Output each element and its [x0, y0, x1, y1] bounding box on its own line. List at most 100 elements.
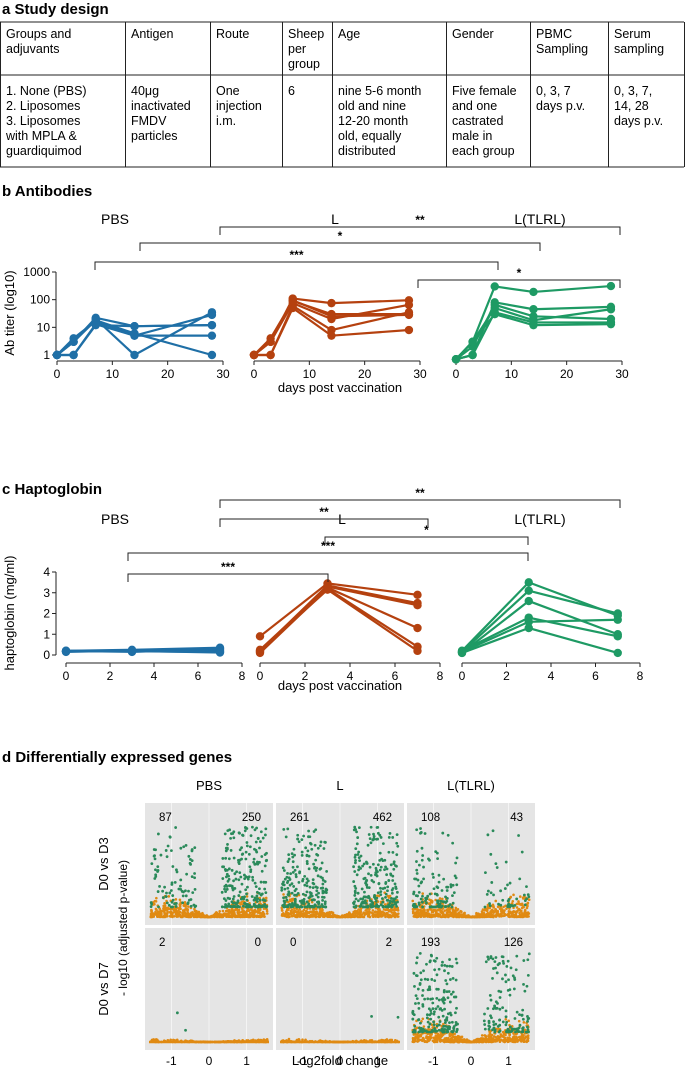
volcano-point	[474, 915, 478, 919]
volcano-sig-point	[393, 882, 397, 886]
data-point	[69, 350, 78, 360]
volcano-point	[289, 913, 293, 916]
volcano-sig-point	[425, 1013, 429, 1017]
volcano-sig-point	[257, 892, 261, 895]
volcano-sig-point	[320, 903, 324, 906]
volcano-sig-point	[486, 955, 490, 959]
volcano-sig-point	[526, 893, 530, 897]
table-cell-text: Five female	[452, 84, 517, 98]
volcano-sig-point	[369, 825, 373, 829]
volcano-point	[500, 912, 503, 916]
volcano-sig-point	[325, 869, 329, 873]
volcano-point	[175, 911, 178, 914]
significance-label: *	[338, 229, 343, 243]
volcano-point	[230, 913, 234, 917]
volcano-point	[217, 913, 221, 917]
volcano-column-title: L(TLRL)	[447, 778, 495, 793]
volcano-point	[447, 1036, 450, 1040]
x-tick-label: 30	[615, 367, 629, 381]
volcano-sig-point	[419, 827, 422, 830]
significance-label: *	[424, 523, 429, 537]
volcano-sig-point	[261, 836, 265, 840]
volcano-sig-point	[523, 903, 527, 907]
volcano-sig-point	[286, 871, 289, 875]
volcano-point	[458, 1036, 461, 1039]
volcano-point	[331, 915, 334, 918]
volcano-sig-point	[387, 850, 391, 854]
volcano-sig-point	[156, 890, 160, 893]
volcano-point	[247, 915, 250, 919]
volcano-point	[225, 913, 228, 916]
volcano-sig-point	[182, 845, 186, 849]
volcano-sig-point	[440, 964, 444, 967]
volcano-sig-point	[423, 832, 427, 835]
volcano-sig-point	[504, 1023, 508, 1027]
volcano-sig-point	[282, 903, 286, 907]
volcano-sig-point	[282, 827, 286, 831]
volcano-sig-point	[449, 883, 453, 887]
volcano-sig-point	[377, 904, 381, 908]
volcano-sig-point	[224, 890, 228, 894]
volcano-point	[452, 913, 456, 917]
volcano-sig-point	[224, 899, 228, 902]
volcano-sig-point	[435, 996, 439, 1000]
volcano-sig-point	[507, 898, 511, 901]
volcano-point	[233, 911, 236, 915]
volcano-sig-point	[288, 883, 292, 887]
volcano-sig-point	[495, 1006, 499, 1010]
volcano-up-count: 0	[255, 937, 261, 949]
volcano-point	[496, 1035, 500, 1038]
volcano-sig-point	[252, 857, 256, 861]
volcano-sig-point	[180, 889, 184, 893]
volcano-sig-point	[175, 870, 179, 874]
volcano-sig-point	[353, 825, 357, 829]
table-cell-text: male in	[452, 129, 492, 143]
volcano-sig-point	[245, 844, 249, 848]
volcano-point	[460, 1038, 464, 1042]
volcano-sig-point	[314, 858, 318, 862]
volcano-sig-point	[435, 987, 439, 991]
volcano-sig-point	[354, 897, 358, 901]
volcano-sig-point	[437, 873, 441, 877]
volcano-point	[413, 913, 417, 916]
volcano-sig-point	[224, 883, 228, 887]
volcano-point	[209, 915, 212, 919]
volcano-sig-point	[316, 874, 320, 878]
volcano-point	[438, 897, 442, 900]
volcano-sig-point	[315, 889, 319, 893]
volcano-sig-point	[287, 903, 290, 907]
volcano-point	[163, 902, 167, 905]
volcano-sig-point	[258, 887, 261, 891]
volcano-sig-point	[451, 883, 455, 887]
volcano-point	[425, 912, 429, 916]
volcano-sig-point	[379, 903, 383, 907]
volcano-down-count: 87	[159, 812, 172, 824]
volcano-sig-point	[417, 891, 421, 894]
volcano-point	[365, 912, 368, 916]
volcano-sig-point	[444, 979, 448, 982]
volcano-sig-point	[517, 1030, 521, 1033]
volcano-sig-point	[361, 905, 365, 909]
volcano-sig-point	[175, 868, 178, 872]
volcano-sig-point	[363, 876, 367, 880]
volcano-sig-point	[193, 887, 197, 891]
y-tick-label: 4	[43, 565, 50, 579]
volcano-sig-point	[314, 828, 318, 832]
volcano-sig-point	[413, 1024, 417, 1028]
volcano-point	[419, 1034, 423, 1038]
volcano-sig-point	[310, 847, 314, 851]
volcano-sig-point	[367, 872, 370, 876]
volcano-sig-point	[452, 1029, 455, 1033]
volcano-sig-point	[187, 854, 191, 858]
volcano-sig-point	[513, 978, 517, 981]
volcano-point	[374, 913, 377, 917]
volcano-sig-point	[440, 889, 444, 892]
volcano-point	[183, 901, 187, 904]
volcano-sig-point	[424, 1029, 428, 1033]
table-header-text: group	[288, 57, 320, 71]
volcano-sig-point	[433, 1027, 437, 1030]
volcano-point	[502, 905, 505, 909]
volcano-sig-point	[432, 1020, 435, 1024]
volcano-sig-point	[495, 866, 499, 869]
